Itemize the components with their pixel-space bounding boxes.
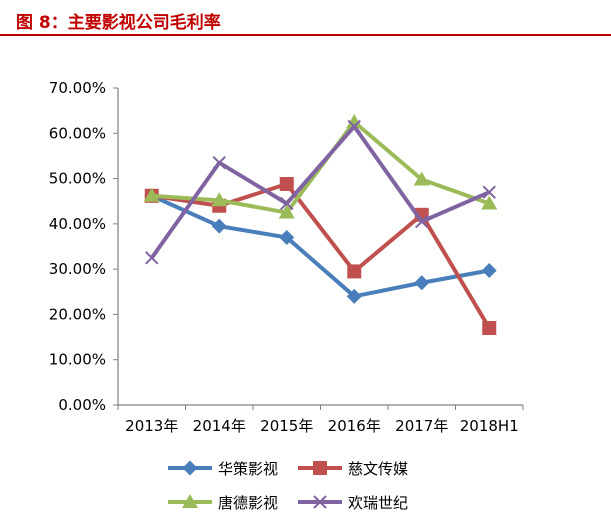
y-tick-label: 60.00% (49, 124, 106, 142)
legend-label: 欢瑞世纪 (348, 494, 408, 512)
data-point (145, 251, 159, 265)
x-tick-label: 2018H1 (460, 417, 519, 435)
y-tick-label: 20.00% (49, 305, 106, 323)
series-line (150, 124, 491, 259)
x-marker-stroke (280, 196, 294, 211)
data-point (415, 214, 429, 229)
x-marker-stroke (313, 495, 327, 509)
legend-swatch-marker (182, 460, 198, 476)
data-point (481, 263, 497, 279)
x-tick-label: 2014年 (193, 417, 246, 435)
series-4 (145, 119, 496, 265)
series-line (151, 182, 491, 330)
data-point (279, 229, 295, 245)
y-tick-label: 40.00% (49, 215, 106, 233)
data-point (211, 192, 228, 207)
x-tick-label: 2013年 (125, 417, 178, 435)
y-tick-label: 0.00% (58, 396, 106, 414)
y-tick-label: 10.00% (49, 351, 106, 369)
data-point (481, 195, 498, 210)
data-point (346, 113, 363, 128)
x-marker-stroke (145, 251, 159, 265)
data-point (346, 288, 362, 304)
data-point (143, 187, 160, 202)
legend-swatch-marker (313, 495, 327, 509)
x-tick-label: 2017年 (395, 417, 448, 435)
legend-swatch-marker (182, 494, 198, 508)
data-point (414, 275, 430, 291)
y-tick-label: 30.00% (49, 260, 106, 278)
legend-swatch-marker (313, 461, 327, 475)
data-point (413, 171, 430, 186)
series-line (150, 193, 490, 299)
title-rule (0, 34, 611, 36)
legend-item: 唐德影视 (168, 494, 278, 512)
data-point (482, 185, 496, 199)
x-marker-stroke (347, 119, 361, 134)
legend-label: 华策影视 (218, 460, 278, 478)
data-point (347, 264, 362, 279)
figure-header: 图 8：主要影视公司毛利率 (0, 0, 611, 36)
legend-item: 欢瑞世纪 (298, 494, 408, 512)
y-tick-label: 50.00% (49, 170, 106, 188)
data-point (482, 321, 497, 336)
legend-item: 华策影视 (168, 460, 278, 478)
series-1 (144, 188, 497, 304)
x-marker-stroke (482, 185, 496, 199)
y-tick-label: 70.00% (49, 79, 106, 97)
data-point (279, 177, 294, 192)
data-point (280, 196, 294, 211)
x-marker-stroke (212, 156, 226, 170)
data-point (278, 204, 295, 219)
x-tick-label: 2015年 (260, 417, 313, 435)
x-marker-stroke (415, 214, 429, 229)
data-point (211, 218, 227, 234)
legend-label: 唐德影视 (218, 494, 278, 512)
data-point (347, 119, 361, 134)
legend-label: 慈文传媒 (348, 460, 408, 478)
x-tick-label: 2016年 (328, 417, 381, 435)
data-point (212, 156, 226, 170)
figure-title: 图 8：主要影视公司毛利率 (16, 13, 221, 33)
legend-item: 慈文传媒 (298, 460, 408, 478)
